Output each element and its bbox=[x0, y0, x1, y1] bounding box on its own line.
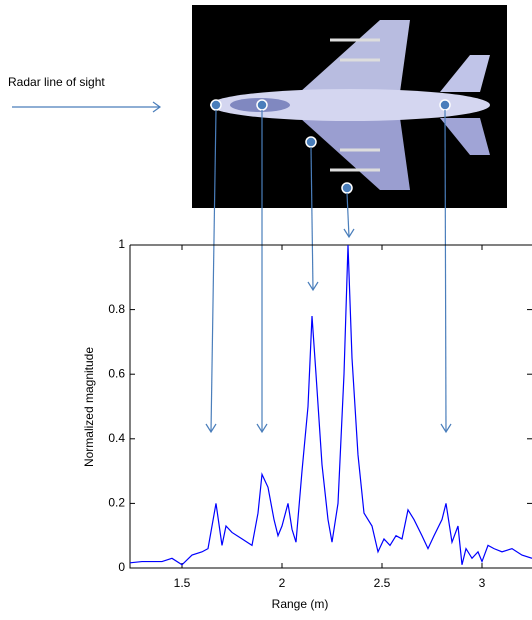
y-axis-label: Normalized magnitude bbox=[82, 347, 96, 467]
scatter-arrows bbox=[205, 109, 452, 434]
annotation: Radar line of sight bbox=[8, 75, 105, 89]
sight-arrowhead bbox=[152, 101, 162, 113]
y-tick-label: 0.4 bbox=[108, 431, 125, 445]
x-axis-label: Range (m) bbox=[272, 597, 329, 611]
x-tick-label: 1.5 bbox=[174, 576, 191, 590]
y-tick-label: 0.8 bbox=[108, 302, 125, 316]
y-tick-label: 0.6 bbox=[108, 366, 125, 380]
y-tick-label: 0 bbox=[118, 560, 125, 574]
y-tick-label: 1 bbox=[118, 237, 125, 251]
scatter-centers bbox=[210, 99, 451, 194]
x-tick-label: 3 bbox=[479, 576, 486, 590]
x-tick-label: 2.5 bbox=[374, 576, 391, 590]
aircraft-image bbox=[192, 5, 507, 208]
y-tick-label: 0.2 bbox=[108, 496, 125, 510]
data-line bbox=[129, 244, 532, 566]
axes-box bbox=[129, 244, 532, 569]
x-tick-label: 2 bbox=[279, 576, 286, 590]
